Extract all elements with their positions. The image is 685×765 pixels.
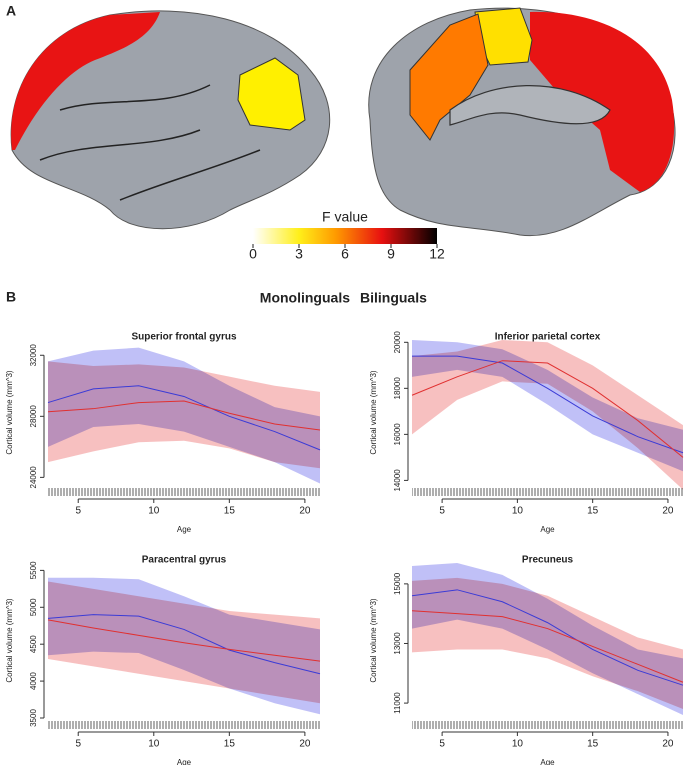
series-line <box>47 385 321 451</box>
y-tick-label: 15000 <box>393 572 402 595</box>
rug <box>412 488 683 496</box>
x-tick-label: 10 <box>148 506 160 517</box>
rug <box>48 721 320 729</box>
y-tick-label: 13000 <box>393 632 402 655</box>
chart-title: Paracentral gyrus <box>142 555 227 566</box>
x-tick-label: 10 <box>512 739 524 750</box>
y-tick-label: 18000 <box>393 377 402 400</box>
series-line <box>411 610 684 683</box>
x-tick-label: 15 <box>224 739 236 750</box>
rug <box>48 488 320 496</box>
x-tick-label: 15 <box>587 739 599 750</box>
y-tick-label: 4000 <box>29 672 38 690</box>
y-tick-label: 32000 <box>29 344 38 367</box>
x-tick-label: 5 <box>439 506 445 517</box>
x-tick-label: 20 <box>299 506 311 517</box>
x-tick-label: 20 <box>662 506 674 517</box>
x-axis-label: Age <box>540 525 555 534</box>
y-tick-label: 14000 <box>393 469 402 492</box>
y-tick-label: 5500 <box>29 561 38 579</box>
x-tick-label: 10 <box>512 506 524 517</box>
legend-entry: Bilinguals <box>360 290 427 306</box>
chart-title: Precuneus <box>522 555 574 566</box>
series-line <box>412 355 684 454</box>
x-axis-label: Age <box>540 758 555 765</box>
x-tick-label: 20 <box>299 739 311 750</box>
colorbar-tick-label: 6 <box>341 246 349 262</box>
y-tick-label: 4500 <box>29 635 38 653</box>
confidence-band <box>412 340 683 490</box>
confidence-band <box>412 577 683 710</box>
rug <box>412 721 683 729</box>
x-tick-label: 10 <box>148 739 160 750</box>
y-tick-label: 11000 <box>393 692 402 714</box>
y-axis-label: Cortical volume (mm^3) <box>5 598 14 683</box>
chart-title: Inferior parietal cortex <box>495 332 601 343</box>
chart-title: Superior frontal gyrus <box>131 332 236 343</box>
x-tick-label: 5 <box>75 739 81 750</box>
y-axis-label: Cortical volume (mm^3) <box>369 370 378 455</box>
y-tick-label: 3500 <box>29 709 38 727</box>
panel-label: B <box>6 289 16 305</box>
colorbar-tick-label: 9 <box>387 246 395 262</box>
colorbar-tick-label: 0 <box>249 246 257 262</box>
colorbar-title: F value <box>322 209 368 225</box>
series-line <box>411 589 684 686</box>
y-tick-label: 16000 <box>393 423 402 446</box>
x-tick-label: 20 <box>662 739 674 750</box>
colorbar-tick-label: 3 <box>295 246 303 262</box>
series-line <box>47 614 321 675</box>
brain-medial <box>368 7 676 237</box>
colorbar <box>253 228 437 244</box>
x-tick-label: 15 <box>587 506 599 517</box>
x-axis-label: Age <box>177 758 192 765</box>
brain-lateral <box>10 10 331 230</box>
y-tick-label: 5000 <box>29 598 38 616</box>
x-tick-label: 5 <box>75 506 81 517</box>
y-tick-label: 20000 <box>393 331 402 354</box>
panel-label: A <box>6 3 16 19</box>
y-tick-label: 28000 <box>29 405 38 428</box>
y-axis-label: Cortical volume (mm^3) <box>5 370 14 455</box>
legend-entry: Monolinguals <box>260 290 350 306</box>
y-axis-label: Cortical volume (mm^3) <box>369 598 378 683</box>
x-tick-label: 15 <box>224 506 236 517</box>
series-line <box>47 400 321 431</box>
confidence-band <box>48 361 320 469</box>
x-tick-label: 5 <box>439 739 445 750</box>
series-line <box>47 619 321 662</box>
colorbar-tick-label: 12 <box>429 246 445 262</box>
x-axis-label: Age <box>177 525 192 534</box>
series-line <box>411 360 684 458</box>
y-tick-label: 24000 <box>29 466 38 489</box>
